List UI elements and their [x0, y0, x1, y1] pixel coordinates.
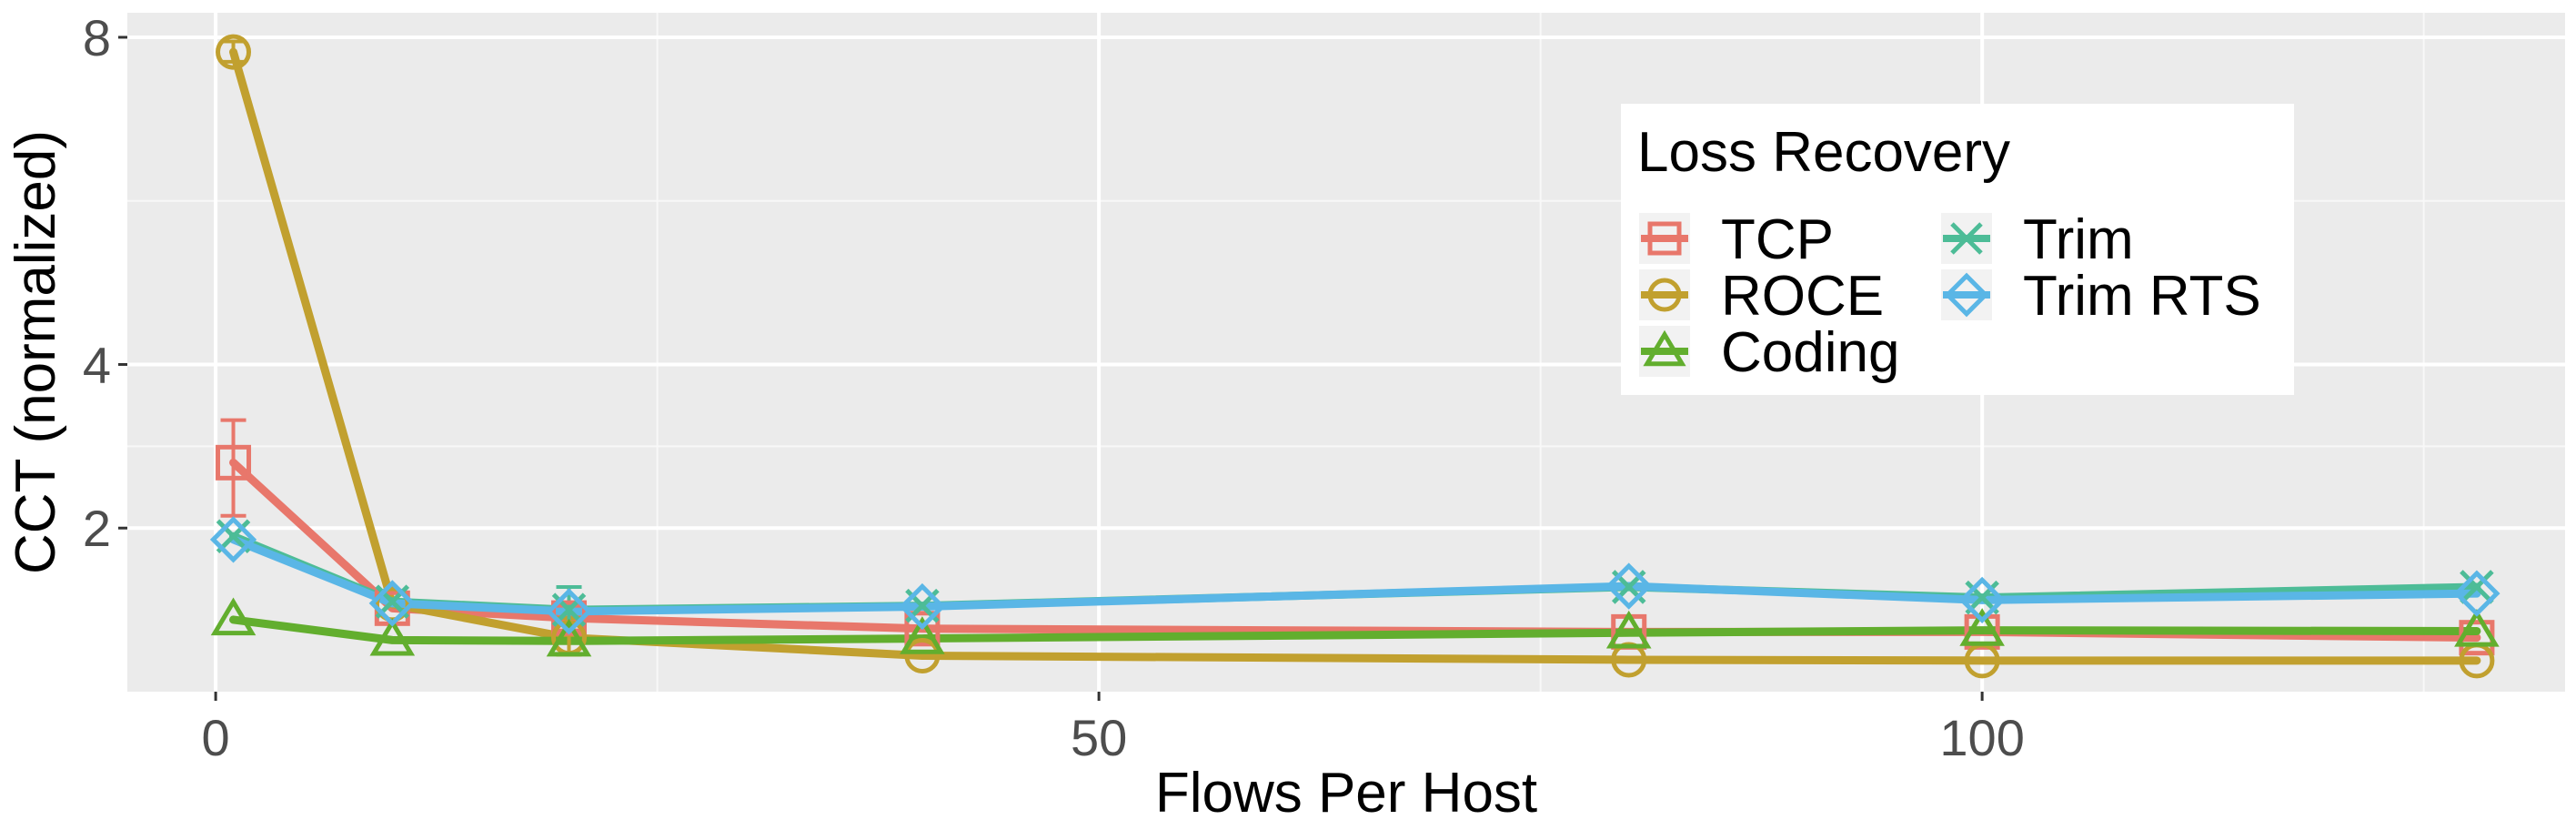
data-point-roce — [904, 637, 941, 673]
data-point-trim — [2460, 570, 2494, 604]
data-point-coding — [900, 616, 945, 654]
data-point-trim-rts — [209, 516, 257, 563]
legend-item-trim-rts: Trim RTS — [1941, 265, 2261, 328]
x-tick-label: 100 — [1939, 709, 2024, 766]
data-point-coding — [210, 597, 257, 636]
legend-key-marker — [1647, 278, 1682, 312]
legend-key-marker — [1643, 329, 1686, 367]
data-point-trim-rts — [545, 588, 593, 635]
y-tick-label: 8 — [83, 9, 111, 66]
data-point-tcp — [904, 611, 941, 647]
legend-title: Loss Recovery — [1637, 121, 2010, 184]
data-points — [209, 34, 2501, 679]
y-axis-title: CCT (normalized) — [5, 130, 67, 574]
data-point-coding — [2454, 609, 2500, 647]
x-axis-title: Flows Per Host — [1155, 762, 1537, 825]
data-point-coding — [1959, 608, 2005, 646]
data-point-tcp — [216, 444, 252, 481]
error-bar-tcp — [220, 418, 247, 518]
legend-label-roce: ROCE — [1721, 265, 1884, 328]
legend-item-trim: Trim — [1941, 208, 2134, 271]
data-point-coding — [546, 618, 592, 657]
legend-item-coding: Coding — [1639, 321, 1899, 384]
legend-key-marker — [1647, 221, 1682, 256]
x-tick-label: 0 — [202, 709, 230, 766]
legend-item-roce: ROCE — [1639, 265, 1884, 328]
data-point-trim-rts — [1958, 576, 2006, 623]
legend-label-tcp: TCP — [1721, 208, 1834, 271]
y-tick-label: 2 — [83, 500, 111, 557]
data-point-trim-rts — [899, 582, 946, 631]
legend-label-trim: Trim — [2023, 208, 2134, 271]
x-axis-ticks: 0 50 100 — [202, 692, 2025, 766]
legend-label-trim-rts: Trim RTS — [2023, 265, 2261, 328]
legend-key-marker — [1944, 272, 1989, 318]
legend-key-marker — [1950, 222, 1983, 255]
data-point-roce — [216, 34, 252, 70]
data-point-coding — [1605, 610, 1652, 649]
legend-item-tcp: TCP — [1639, 208, 1834, 271]
data-point-trim-rts — [2453, 570, 2501, 617]
legend-label-coding: Coding — [1721, 321, 1899, 384]
y-axis-ticks: 2 4 8 — [83, 9, 127, 557]
data-point-coding — [369, 617, 416, 656]
y-tick-label: 4 — [83, 336, 111, 393]
data-point-trim-rts — [368, 580, 416, 627]
data-point-trim-rts — [1605, 562, 1653, 610]
x-tick-label: 50 — [1071, 709, 1127, 766]
